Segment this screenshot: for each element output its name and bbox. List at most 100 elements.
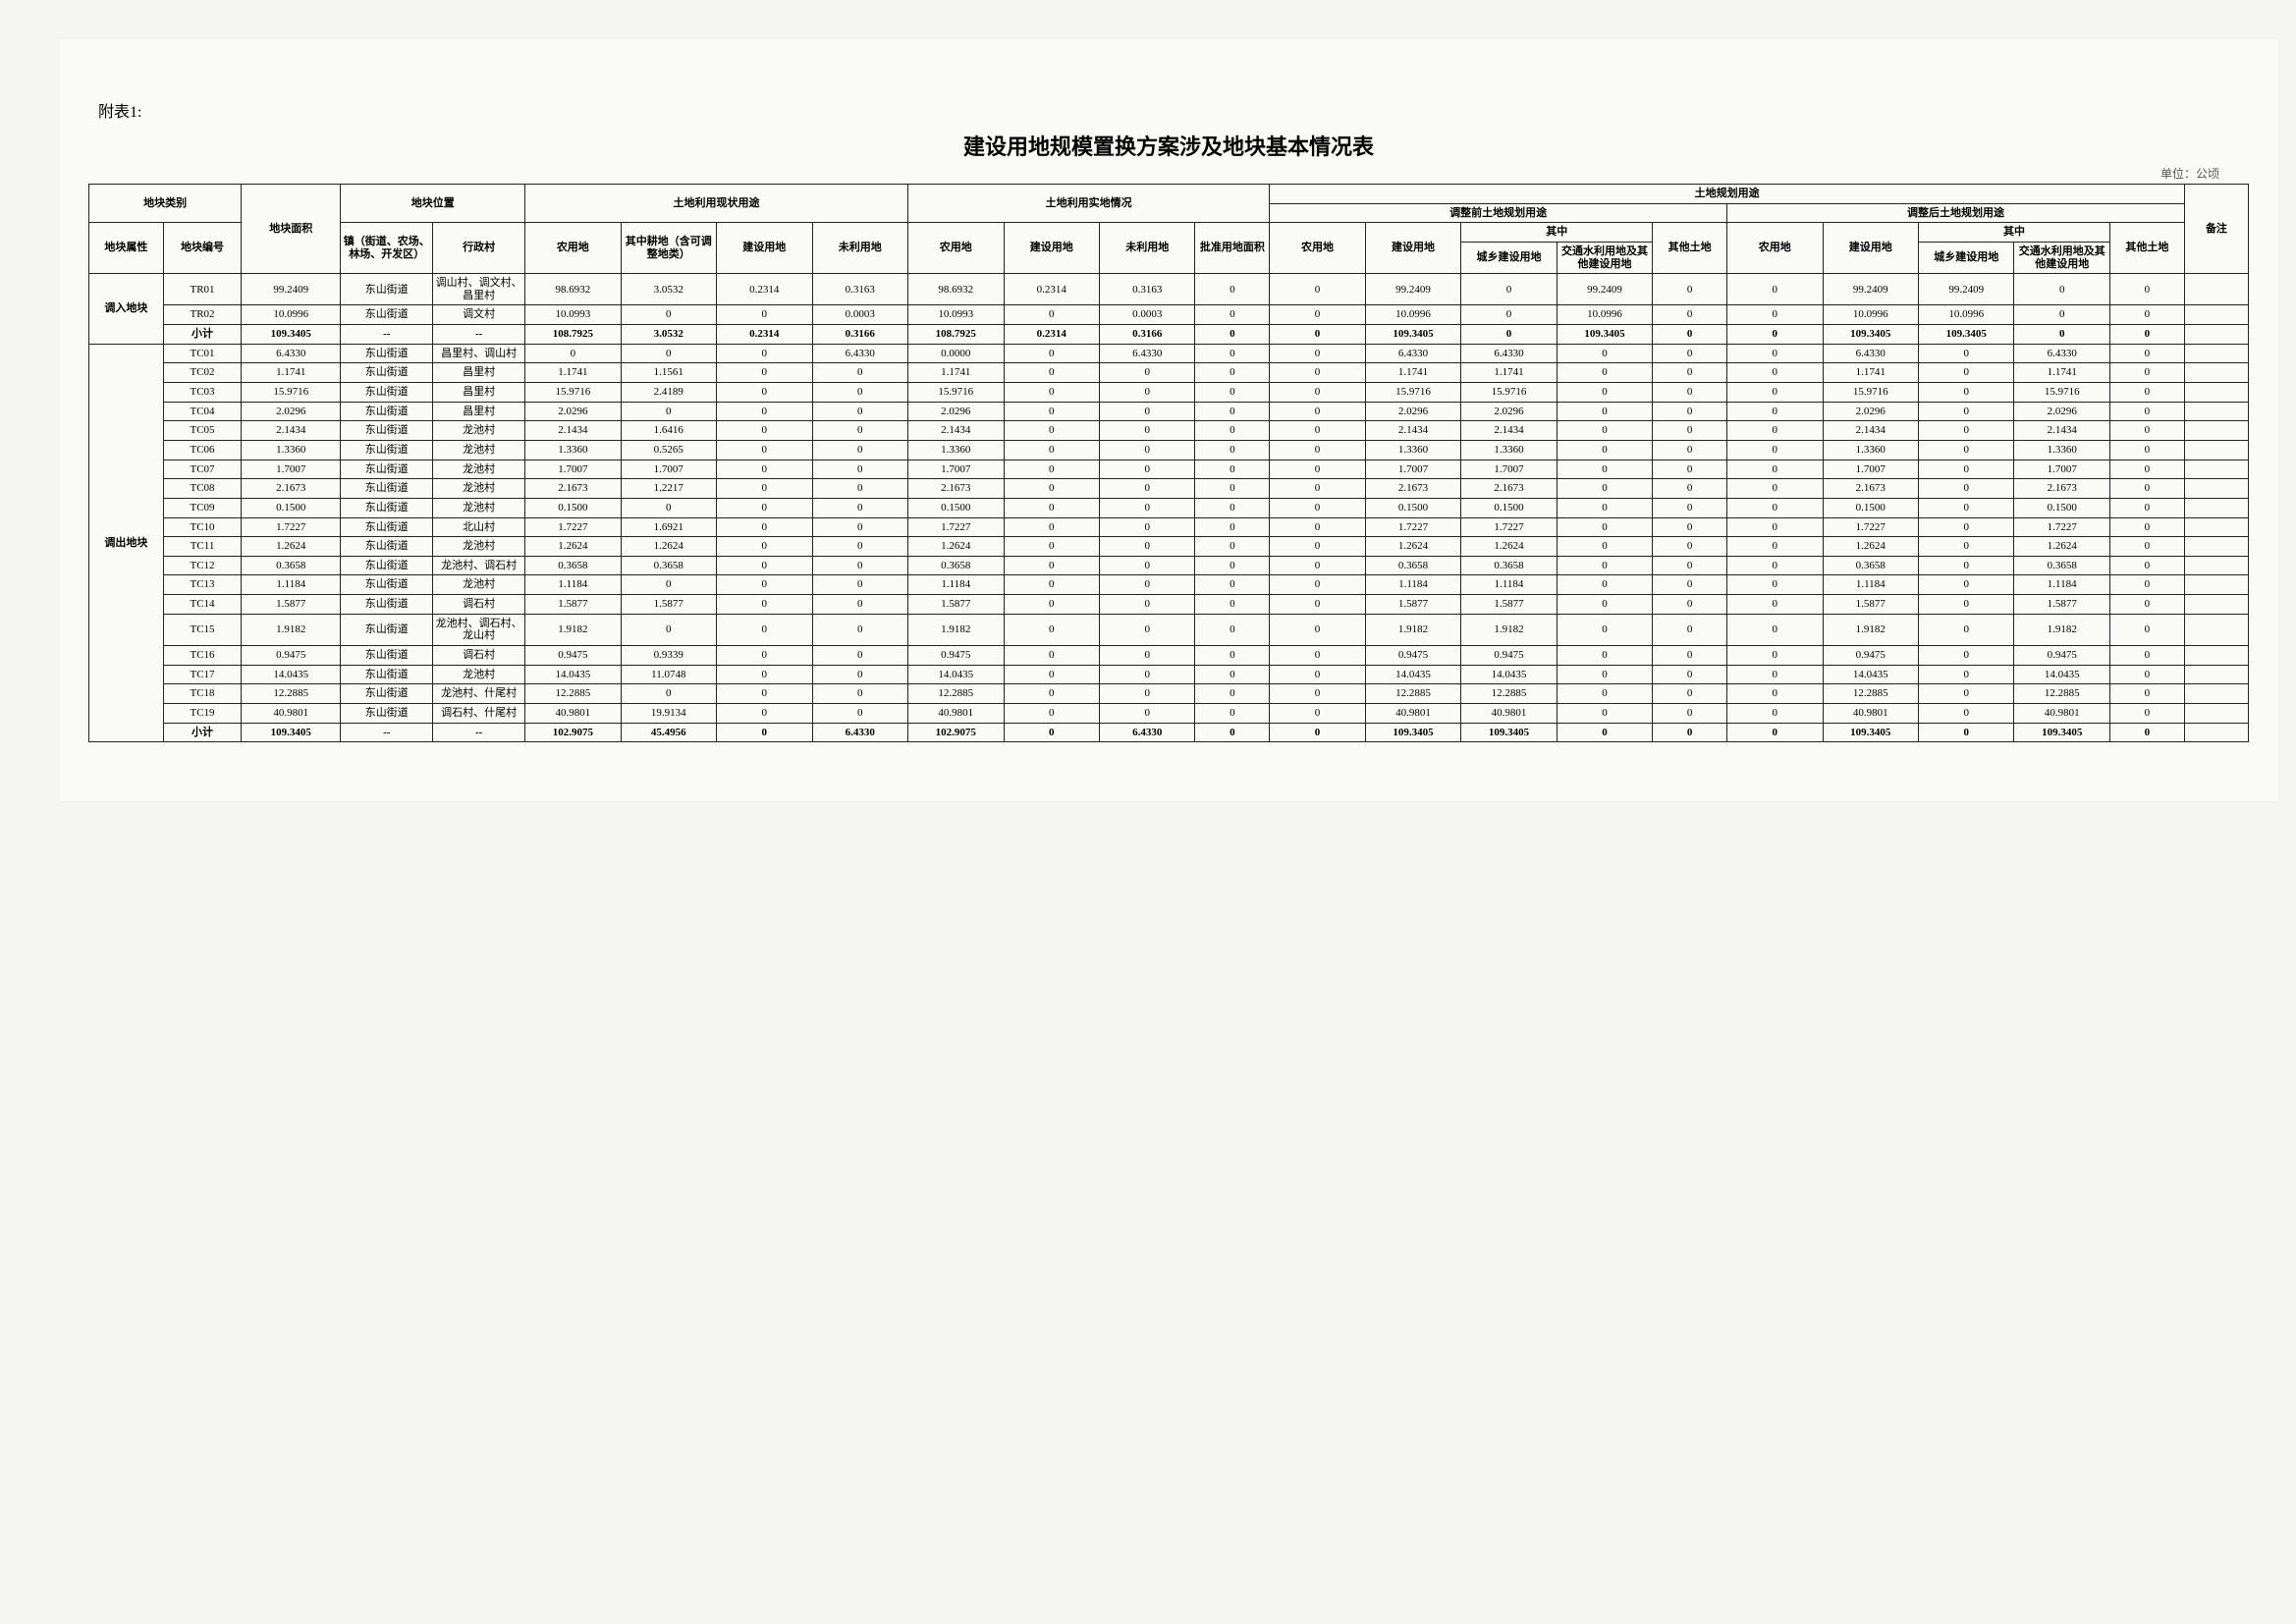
cell-value: 1.3360 xyxy=(1823,440,1918,460)
h-farmsub: 其中耕地（含可调整地类） xyxy=(621,223,716,274)
table-row: TC1714.0435东山街道龙池村14.043511.07480014.043… xyxy=(89,665,2249,684)
cell-value: 0.9475 xyxy=(1365,646,1460,666)
cell-value: 0 xyxy=(717,440,812,460)
cell-value: 0 xyxy=(1195,556,1270,575)
cell-value: 1.7007 xyxy=(1461,460,1557,479)
cell-remark xyxy=(2184,556,2248,575)
cell-value: 0 xyxy=(1653,421,1727,441)
cell-value: 0 xyxy=(1099,440,1194,460)
cell-value: 0 xyxy=(1727,421,1823,441)
cell-value: 0 xyxy=(621,684,716,704)
cell-value: 0 xyxy=(1195,646,1270,666)
cell-value: 0 xyxy=(717,665,812,684)
cell-town: 东山街道 xyxy=(341,646,433,666)
cell-value: 12.2885 xyxy=(1823,684,1918,704)
cell-value: 0 xyxy=(1099,479,1194,499)
cell-code: TC09 xyxy=(163,498,241,517)
cell-value: 0 xyxy=(1653,344,1727,363)
cell-value: 0 xyxy=(1919,537,2014,557)
cell-value: 0 xyxy=(2109,517,2184,537)
cell-value: 6.4330 xyxy=(1099,723,1194,742)
cell-value: 0 xyxy=(1727,363,1823,383)
cell-value: 0 xyxy=(2109,498,2184,517)
cell-value: 15.9716 xyxy=(2014,383,2109,403)
cell-value: 1.6921 xyxy=(621,517,716,537)
cell-value: 1.2624 xyxy=(2014,537,2109,557)
cell-value: 0.2314 xyxy=(1004,325,1099,345)
cell-value: 0 xyxy=(2109,402,2184,421)
h-trans1: 交通水利用地及其他建设用地 xyxy=(1557,242,1652,273)
cell-town: 东山街道 xyxy=(341,344,433,363)
cell-value: 2.4189 xyxy=(621,383,716,403)
cell-value: 1.2624 xyxy=(525,537,621,557)
cell-value: 0 xyxy=(717,556,812,575)
cell-value: 0 xyxy=(525,344,621,363)
cell-code: TC14 xyxy=(163,595,241,615)
cell-value: 0 xyxy=(2109,479,2184,499)
cell-town: 东山街道 xyxy=(341,614,433,645)
cell-value: 0.3658 xyxy=(908,556,1004,575)
cell-value: 0.1500 xyxy=(525,498,621,517)
cell-value: 12.2885 xyxy=(1461,684,1557,704)
cell-value: 0 xyxy=(1727,440,1823,460)
cell-value: 0 xyxy=(1727,595,1823,615)
cell-value: 0 xyxy=(1270,460,1365,479)
cell-value: 0 xyxy=(1727,684,1823,704)
cell-value: 2.1434 xyxy=(1365,421,1460,441)
cell-value: 109.3405 xyxy=(2014,723,2109,742)
cell-value: 1.3360 xyxy=(1461,440,1557,460)
cell-value: 0 xyxy=(1099,614,1194,645)
cell-area: 1.5877 xyxy=(242,595,341,615)
cell-value: 2.1434 xyxy=(1823,421,1918,441)
cell-remark xyxy=(2184,344,2248,363)
cell-value: 0 xyxy=(1099,595,1194,615)
cell-value: 0 xyxy=(812,383,907,403)
cell-value: 0 xyxy=(621,402,716,421)
cell-code: TR02 xyxy=(163,305,241,325)
cell-value: 0.9475 xyxy=(1823,646,1918,666)
cell-code: TR01 xyxy=(163,274,241,305)
cell-value: 2.1434 xyxy=(525,421,621,441)
cell-area: 1.1184 xyxy=(242,575,341,595)
h-remark: 备注 xyxy=(2184,185,2248,274)
cell-value: 0 xyxy=(1919,479,2014,499)
cell-value: 0 xyxy=(1004,383,1099,403)
cell-value: 0.0003 xyxy=(1099,305,1194,325)
cell-value: 0 xyxy=(621,614,716,645)
cell-town: 东山街道 xyxy=(341,402,433,421)
cell-village: 调文村 xyxy=(433,305,525,325)
cell-value: 15.9716 xyxy=(1365,383,1460,403)
cell-value: 1.1741 xyxy=(525,363,621,383)
cell-value: 1.1741 xyxy=(2014,363,2109,383)
cell-value: 2.0296 xyxy=(908,402,1004,421)
cell-code: TC18 xyxy=(163,684,241,704)
cell-value: 1.5877 xyxy=(908,595,1004,615)
cell-value: 0 xyxy=(1195,460,1270,479)
cell-value: 1.9182 xyxy=(1823,614,1918,645)
cell-value: 14.0435 xyxy=(1461,665,1557,684)
cell-value: 0 xyxy=(1270,556,1365,575)
cell-value: 0 xyxy=(1919,402,2014,421)
cell-value: 1.7007 xyxy=(621,460,716,479)
cell-value: 1.1184 xyxy=(2014,575,2109,595)
cell-value: 0 xyxy=(1195,325,1270,345)
cell-value: 14.0435 xyxy=(1365,665,1460,684)
h-block-code: 地块编号 xyxy=(163,223,241,274)
cell-code: TC19 xyxy=(163,703,241,723)
cell-value: 0 xyxy=(1557,556,1652,575)
cell-code: TC02 xyxy=(163,363,241,383)
cell-value: 0 xyxy=(2109,684,2184,704)
cell-value: 0 xyxy=(1270,305,1365,325)
cell-value: 98.6932 xyxy=(525,274,621,305)
cell-value: 0 xyxy=(1919,575,2014,595)
cell-value: 0 xyxy=(1099,402,1194,421)
cell-value: 0 xyxy=(1004,556,1099,575)
h-plan: 土地规划用途 xyxy=(1270,185,2185,204)
cell-value: 0 xyxy=(717,498,812,517)
cell-town: 东山街道 xyxy=(341,684,433,704)
cell-value: 1.1561 xyxy=(621,363,716,383)
cell-value: 15.9716 xyxy=(1461,383,1557,403)
cell-value: 12.2885 xyxy=(908,684,1004,704)
cell-village: 昌里村 xyxy=(433,363,525,383)
cell-remark xyxy=(2184,646,2248,666)
